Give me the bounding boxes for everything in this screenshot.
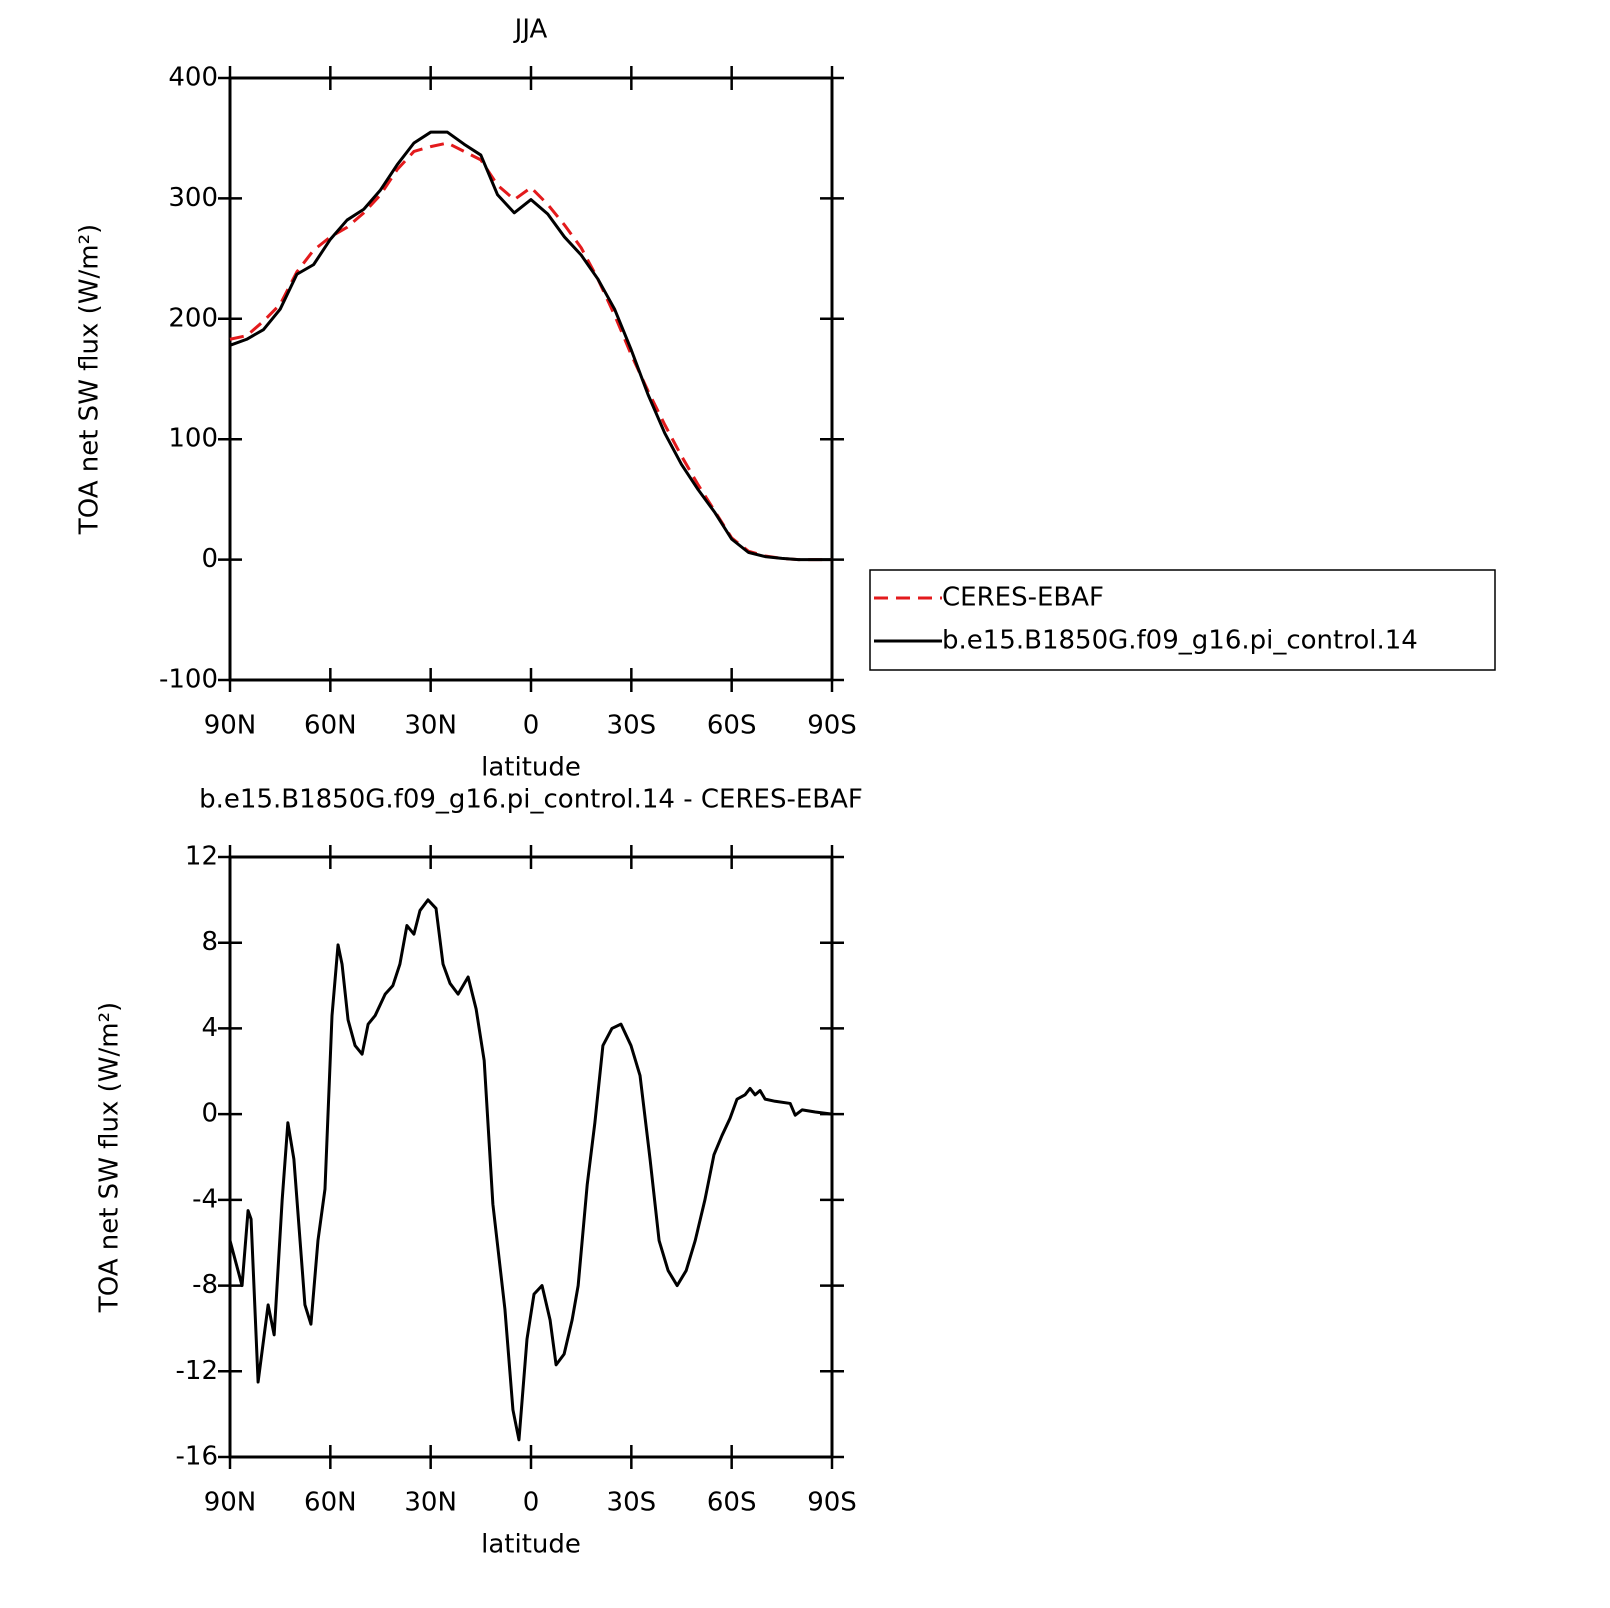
line-series (229, 141, 832, 562)
y-axis-label: TOA net SW flux (W/m²) (75, 224, 105, 535)
x-tick-label: 60S (707, 711, 757, 741)
y-tick-label: 0 (201, 1099, 218, 1129)
y-tick-label: -4 (192, 1184, 218, 1214)
y-tick-label: -12 (176, 1356, 218, 1386)
x-tick-label: 30S (607, 711, 657, 741)
line-series (228, 898, 833, 1442)
y-axis-label: TOA net SW flux (W/m²) (95, 1002, 125, 1313)
x-tick-label: 60S (707, 1488, 757, 1518)
legend-label: b.e15.B1850G.f09_g16.pi_control.14 (942, 626, 1418, 656)
x-tick-label: 30S (607, 1488, 657, 1518)
y-tick-label: 4 (201, 1013, 218, 1043)
x-tick-label: 30N (404, 1488, 457, 1518)
x-tick-label: 90N (204, 1488, 257, 1518)
y-tick-label: 200 (168, 303, 218, 333)
chart-title: b.e15.B1850G.f09_g16.pi_control.14 - CER… (199, 785, 863, 815)
x-tick-label: 90S (807, 1488, 857, 1518)
y-tick-label: -100 (159, 665, 218, 695)
y-tick-label: -8 (192, 1270, 218, 1300)
legend-label: CERES-EBAF (942, 583, 1104, 613)
x-tick-label: 0 (523, 711, 540, 741)
x-tick-label: 90N (204, 711, 257, 741)
y-tick-label: 400 (168, 63, 218, 93)
legend-box (869, 569, 1496, 671)
x-axis-label: latitude (481, 1530, 581, 1560)
y-tick-label: 100 (168, 424, 218, 454)
chart-title: JJA (513, 15, 548, 45)
y-tick-label: 0 (201, 544, 218, 574)
x-axis-label: latitude (481, 753, 581, 783)
x-tick-label: 30N (404, 711, 457, 741)
x-tick-label: 60N (304, 711, 357, 741)
x-tick-label: 60N (304, 1488, 357, 1518)
plot-frame (228, 855, 834, 1459)
x-tick-label: 0 (523, 1488, 540, 1518)
y-tick-label: 12 (185, 842, 218, 872)
y-tick-label: 300 (168, 183, 218, 213)
x-tick-label: 90S (807, 711, 857, 741)
y-tick-label: -16 (176, 1442, 218, 1472)
line-series (229, 130, 832, 562)
y-tick-label: 8 (201, 927, 218, 957)
plot-frame (228, 76, 834, 682)
